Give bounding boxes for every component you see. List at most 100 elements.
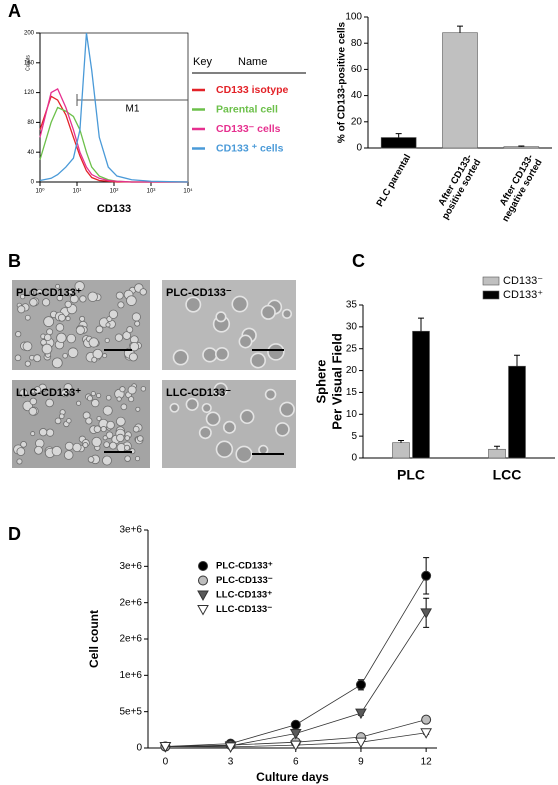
cell — [87, 456, 95, 463]
cell — [51, 357, 63, 369]
x-axis-label: Culture days — [256, 770, 329, 784]
cell — [258, 444, 269, 456]
marker — [420, 608, 432, 619]
cell — [124, 455, 131, 462]
cell — [135, 406, 141, 412]
series-line — [39, 87, 188, 183]
cell — [201, 402, 212, 414]
cell — [61, 388, 70, 398]
cell — [67, 347, 79, 358]
cell — [14, 354, 22, 362]
panel-label: A — [8, 1, 21, 21]
cell — [85, 417, 93, 425]
y-tick-label: 1e+6 — [119, 670, 142, 681]
cell — [62, 352, 68, 359]
cell — [140, 386, 147, 392]
bar — [442, 32, 478, 149]
cell — [58, 413, 65, 420]
cell — [117, 301, 125, 309]
marker — [289, 728, 302, 740]
cell — [102, 455, 112, 466]
legend-marker — [198, 575, 208, 586]
cell — [124, 435, 130, 441]
y-tick-label: 40 — [27, 150, 34, 156]
x-tick-label: 6 — [293, 757, 299, 768]
y-tick-label: 3e+6 — [119, 525, 142, 536]
x-tick-label-box: After CD133-positive sorted — [436, 153, 484, 222]
x-tick-label: PLC — [397, 467, 425, 483]
y-tick-label: 200 — [24, 31, 35, 37]
cell — [267, 343, 285, 361]
error-bar — [518, 145, 525, 147]
y-tick-label: 2e+6 — [119, 597, 142, 608]
cell — [205, 411, 221, 427]
marker — [290, 719, 301, 730]
marker — [355, 708, 367, 720]
cell — [134, 455, 141, 462]
cell — [65, 315, 71, 322]
x-tick-label: After CD133-positive sorted — [436, 153, 484, 222]
cell — [22, 341, 33, 352]
cell — [72, 442, 82, 453]
x-tick-label: 12 — [421, 757, 433, 768]
x-tick-label: LCC — [493, 467, 522, 483]
cell — [281, 308, 293, 320]
legend-header: Key — [193, 56, 212, 68]
cell — [43, 316, 55, 327]
cell — [76, 400, 82, 406]
legend-header: Name — [238, 56, 267, 68]
cell — [260, 304, 276, 320]
error-bar — [395, 133, 402, 138]
cell — [87, 291, 98, 302]
error-bar — [418, 317, 424, 332]
cell — [41, 298, 51, 307]
marker — [421, 714, 432, 725]
marker — [159, 742, 172, 753]
marker — [355, 679, 366, 690]
cell — [55, 323, 65, 332]
cell — [66, 290, 74, 297]
y-axis-label: Per Visual Field — [329, 333, 344, 430]
cell — [124, 444, 131, 451]
cell — [63, 450, 74, 460]
cell — [46, 428, 55, 437]
cell — [66, 418, 72, 424]
cell — [122, 331, 132, 340]
cell — [16, 458, 23, 465]
cell — [69, 294, 79, 304]
marker — [224, 742, 237, 753]
legend-swatch — [482, 276, 500, 286]
error-bar — [494, 445, 500, 450]
cell — [33, 354, 42, 363]
legend-label: Parental cell — [216, 103, 278, 115]
cell — [90, 391, 96, 397]
cell — [116, 396, 122, 402]
x-tick-label: After CD133-negative sorted — [497, 153, 545, 224]
y-tick-label: 25 — [346, 343, 358, 354]
cell — [16, 447, 26, 456]
y-tick-label: 5 — [351, 431, 357, 442]
cell — [215, 311, 227, 323]
cell — [93, 425, 102, 433]
cell — [275, 422, 290, 437]
cell — [102, 353, 108, 359]
cell — [132, 425, 140, 433]
cell — [44, 333, 52, 342]
panel-label: C — [352, 251, 365, 271]
cell — [105, 322, 111, 328]
cell — [51, 445, 62, 457]
cell — [120, 403, 128, 411]
cell — [119, 386, 126, 393]
panel-label: B — [8, 251, 21, 271]
legend-label: CD133⁺ — [503, 289, 543, 301]
cell — [105, 431, 114, 439]
x-tick-label-box: PLC parental — [374, 153, 413, 209]
y-tick-label: 5e+5 — [119, 706, 142, 717]
cell — [86, 395, 93, 402]
cell — [96, 392, 102, 399]
cell — [235, 445, 253, 463]
legend-label: LLC-CD133⁻ — [216, 604, 272, 615]
cell — [34, 445, 43, 455]
cell — [128, 396, 135, 403]
